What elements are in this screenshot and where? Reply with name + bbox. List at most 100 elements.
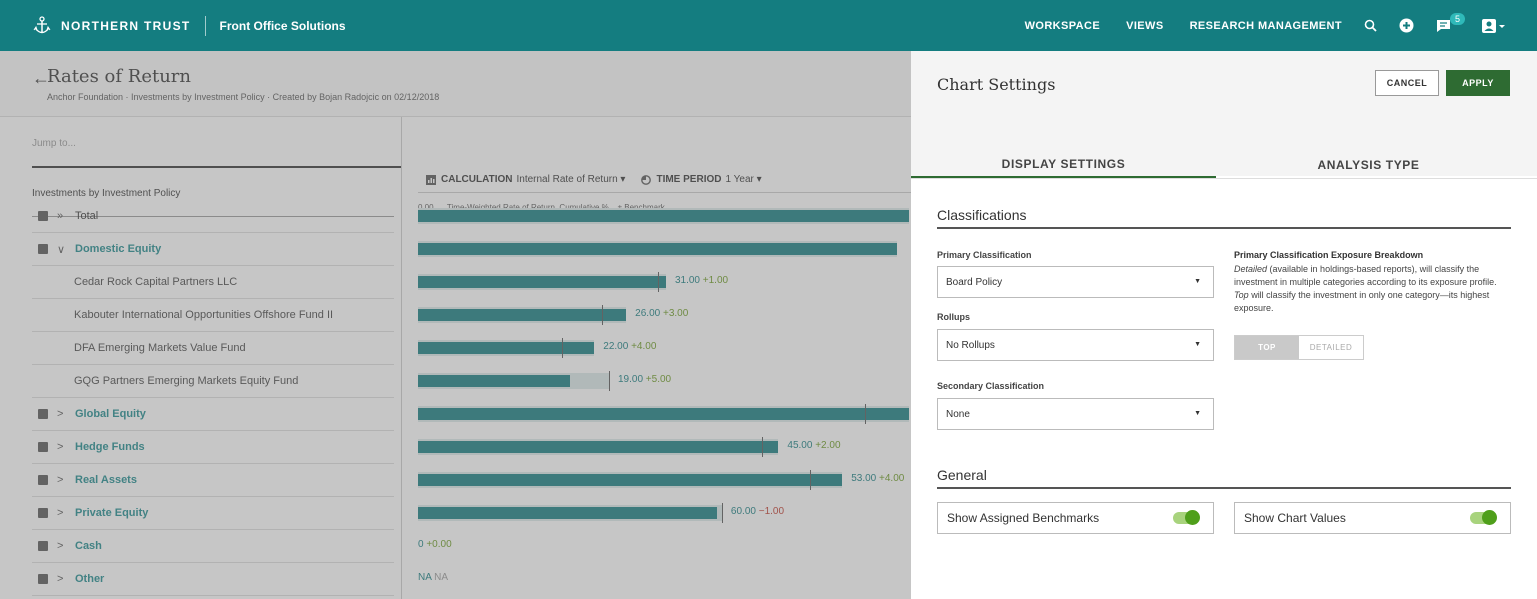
nav-views[interactable]: VIEWS [1126, 19, 1164, 32]
bar-value-label: 19.00 +5.00 [618, 374, 671, 385]
calculation-dropdown[interactable]: Internal Rate of Return ▾ [516, 174, 626, 185]
tree-row[interactable]: > Global Equity [32, 398, 394, 431]
add-circle-icon[interactable] [1399, 18, 1414, 33]
tree-header: Investments by Investment Policy [32, 181, 394, 217]
bar-value: 19.00 [617, 374, 644, 385]
tree-row[interactable]: Cedar Rock Capital Partners LLC [32, 266, 394, 299]
calculation-bar: CALCULATION Internal Rate of Return ▾ TI… [418, 167, 911, 193]
rollups-value: No Rollups [946, 339, 995, 351]
show-benchmarks-toggle[interactable] [1173, 510, 1200, 525]
exposure-breakdown-title: Primary Classification Exposure Breakdow… [1234, 250, 1424, 260]
bar-delta: +5.00 [645, 374, 672, 385]
tree-row[interactable]: > Real Assets [32, 464, 394, 497]
return-bar[interactable] [418, 243, 898, 255]
exposure-breakdown-help: Detailed (available in holdings-based re… [1234, 263, 1512, 315]
nav-research-management[interactable]: RESEARCH MANAGEMENT [1189, 19, 1342, 32]
search-icon[interactable] [1364, 19, 1377, 32]
benchmark-marker [762, 437, 764, 457]
return-bar[interactable] [418, 375, 571, 387]
tab-display-settings[interactable]: DISPLAY SETTINGS [911, 151, 1216, 179]
caret-down-icon: ▼ [1194, 278, 1201, 285]
expand-caret-icon[interactable]: > [57, 540, 64, 552]
expand-caret-icon[interactable]: > [57, 573, 64, 585]
time-period-label: TIME PERIOD [656, 174, 722, 185]
page-title: Rates of Return [47, 66, 191, 87]
expand-caret-icon[interactable]: > [57, 474, 64, 486]
bar-value: NA [418, 572, 432, 583]
benchmark-marker [810, 470, 812, 490]
tree-row[interactable]: Kabouter International Opportunities Off… [32, 299, 394, 332]
help-text-part2: will classify the investment in only one… [1234, 290, 1490, 313]
jump-to-input[interactable]: Jump to... [32, 132, 402, 168]
tree-row[interactable]: » Total [32, 200, 394, 233]
return-bar[interactable] [418, 441, 779, 453]
expand-caret-icon[interactable]: » [57, 210, 64, 222]
tree-row[interactable]: > Hedge Funds [32, 431, 394, 464]
tree-row[interactable]: DFA Emerging Markets Value Fund [32, 332, 394, 365]
row-label: Total [75, 210, 99, 222]
row-checkbox[interactable] [38, 244, 48, 254]
benchmark-marker [657, 272, 659, 292]
row-label: DFA Emerging Markets Value Fund [74, 342, 246, 354]
back-arrow-icon[interactable]: ← [32, 68, 50, 88]
nav-workspace[interactable]: WORKSPACE [1024, 19, 1101, 32]
bar-delta: +1.00 [702, 275, 729, 286]
return-bar[interactable] [418, 342, 595, 354]
row-checkbox[interactable] [38, 475, 48, 485]
tree-row[interactable]: > Cash [32, 530, 394, 563]
segment-detailed[interactable]: DETAILED [1299, 336, 1363, 359]
tree-row[interactable]: ∨ Domestic Equity [32, 233, 394, 266]
return-bar[interactable] [418, 309, 627, 321]
tree-row[interactable]: > Other [32, 563, 394, 596]
return-bar[interactable] [418, 276, 666, 288]
caret-down-icon: ▼ [1194, 410, 1201, 417]
return-bar[interactable] [418, 474, 843, 486]
expand-caret-icon[interactable]: > [57, 441, 64, 453]
scale-start: 0.00 [418, 203, 434, 212]
show-benchmarks-label: Show Assigned Benchmarks [947, 511, 1100, 525]
benchmark-marker [562, 338, 564, 358]
chart-settings-panel: Chart Settings CANCEL APPLY DISPLAY SETT… [911, 51, 1537, 599]
rollups-select[interactable]: No Rollups ▼ [937, 329, 1214, 361]
row-label: Kabouter International Opportunities Off… [74, 309, 334, 321]
bar-delta: +4.00 [879, 473, 905, 484]
general-heading: General [937, 467, 1511, 489]
bar-delta: +0.00 [426, 539, 452, 550]
row-label: GQG Partners Emerging Markets Equity Fun… [74, 375, 299, 387]
return-bar[interactable] [418, 210, 909, 222]
secondary-classification-value: None [946, 408, 970, 420]
return-bar[interactable] [418, 507, 717, 519]
show-chart-values-toggle[interactable] [1470, 510, 1497, 525]
return-bar[interactable] [418, 408, 909, 420]
tree-row[interactable]: GQG Partners Emerging Markets Equity Fun… [32, 365, 394, 398]
account-icon[interactable] [1481, 18, 1505, 33]
tree-row[interactable]: > Private Equity [32, 497, 394, 530]
secondary-classification-select[interactable]: None ▼ [937, 398, 1214, 430]
row-checkbox[interactable] [38, 541, 48, 551]
brand[interactable]: NORTHERN TRUST Front Office Solutions [32, 15, 346, 37]
row-checkbox[interactable] [38, 409, 48, 419]
panel-title: Chart Settings [937, 75, 1056, 94]
expand-caret-icon[interactable]: > [57, 408, 64, 420]
time-period-dropdown[interactable]: 1 Year ▾ [725, 174, 762, 185]
expand-caret-icon[interactable]: > [57, 507, 64, 519]
apply-button[interactable]: APPLY [1446, 70, 1510, 96]
time-period-value: 1 Year [725, 174, 754, 185]
row-checkbox[interactable] [38, 442, 48, 452]
primary-classification-select[interactable]: Board Policy ▼ [937, 266, 1214, 298]
expand-caret-icon[interactable]: ∨ [57, 243, 66, 256]
bar-value: 22.00 [603, 341, 629, 352]
bar-value-label: 26.00 +3.00 [635, 308, 688, 319]
messages-icon[interactable]: 5 [1436, 12, 1466, 33]
row-checkbox[interactable] [38, 508, 48, 518]
row-checkbox[interactable] [38, 574, 48, 584]
row-label: Global Equity [75, 408, 146, 420]
cancel-button[interactable]: CANCEL [1375, 70, 1439, 96]
row-checkbox[interactable] [38, 211, 48, 221]
primary-classification-value: Board Policy [946, 276, 1003, 288]
tab-analysis-type[interactable]: ANALYSIS TYPE [1317, 158, 1420, 172]
bar-delta: +4.00 [631, 341, 657, 352]
bar-value-label: 53.00 +4.00 [851, 473, 904, 484]
segment-top[interactable]: TOP [1235, 336, 1299, 359]
panel-header: Chart Settings CANCEL APPLY [911, 51, 1537, 176]
